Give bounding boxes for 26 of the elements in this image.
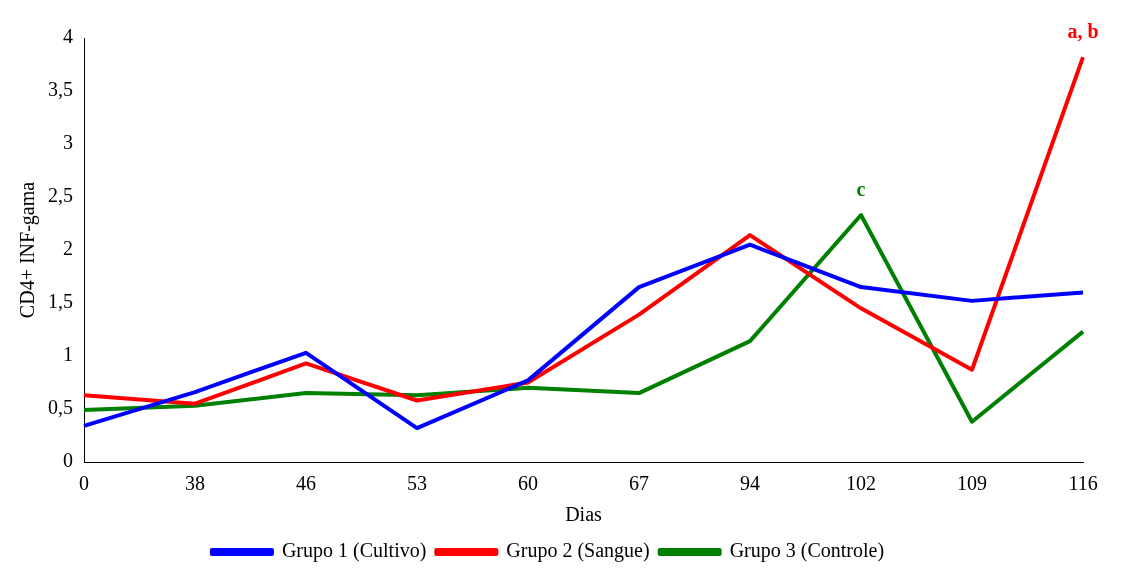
x-tick-label: 94	[740, 472, 760, 495]
x-tick-label: 67	[629, 472, 649, 495]
y-tick-label: 1	[63, 343, 73, 366]
y-tick-label: 0,5	[48, 396, 73, 419]
y-tick-label: 3,5	[48, 78, 73, 101]
legend-label: Grupo 2 (Sangue)	[506, 539, 650, 563]
y-tick-label: 2	[63, 237, 73, 260]
y-tick-label: 4	[63, 25, 73, 48]
x-tick-label: 53	[407, 472, 427, 495]
y-tick-label: 3	[63, 131, 73, 154]
y-tick-label: 1,5	[48, 290, 73, 313]
x-tick-label: 60	[518, 472, 538, 495]
y-axis-title: CD4+ INF-gama	[16, 181, 40, 319]
x-tick-label: 38	[185, 472, 205, 495]
x-tick-label: 46	[296, 472, 316, 495]
annotation: a, b	[1067, 20, 1099, 43]
x-tick-label: 116	[1068, 472, 1098, 495]
y-tick-label: 0	[63, 449, 73, 472]
legend-label: Grupo 1 (Cultivo)	[281, 539, 427, 563]
x-tick-label: 109	[957, 472, 987, 495]
x-tick-label: 0	[79, 472, 89, 495]
y-tick-label: 2,5	[48, 184, 73, 207]
x-tick-label: 102	[846, 472, 876, 495]
annotation: c	[856, 178, 866, 201]
legend-label: Grupo 3 (Controle)	[729, 539, 885, 563]
x-axis-title: Dias	[565, 503, 603, 526]
